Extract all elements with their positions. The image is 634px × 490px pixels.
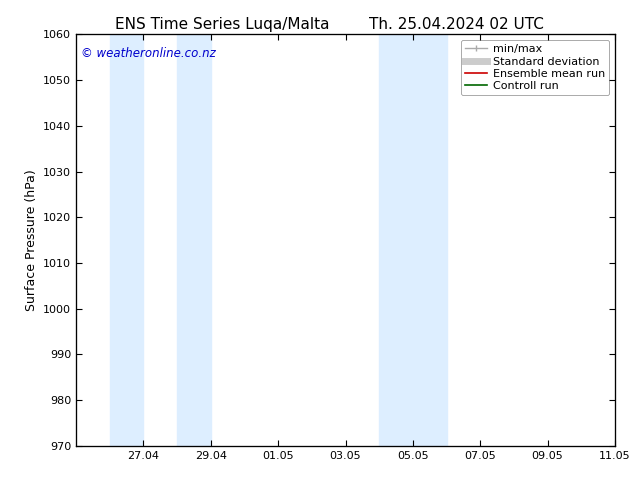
Bar bbox=[413, 34, 446, 446]
Text: ENS Time Series Luqa/Malta: ENS Time Series Luqa/Malta bbox=[115, 17, 329, 32]
Bar bbox=[379, 34, 413, 446]
Legend: min/max, Standard deviation, Ensemble mean run, Controll run: min/max, Standard deviation, Ensemble me… bbox=[460, 40, 609, 96]
Text: Th. 25.04.2024 02 UTC: Th. 25.04.2024 02 UTC bbox=[369, 17, 544, 32]
Bar bbox=[177, 34, 210, 446]
Y-axis label: Surface Pressure (hPa): Surface Pressure (hPa) bbox=[25, 169, 37, 311]
Bar bbox=[110, 34, 143, 446]
Text: © weatheronline.co.nz: © weatheronline.co.nz bbox=[81, 47, 216, 60]
